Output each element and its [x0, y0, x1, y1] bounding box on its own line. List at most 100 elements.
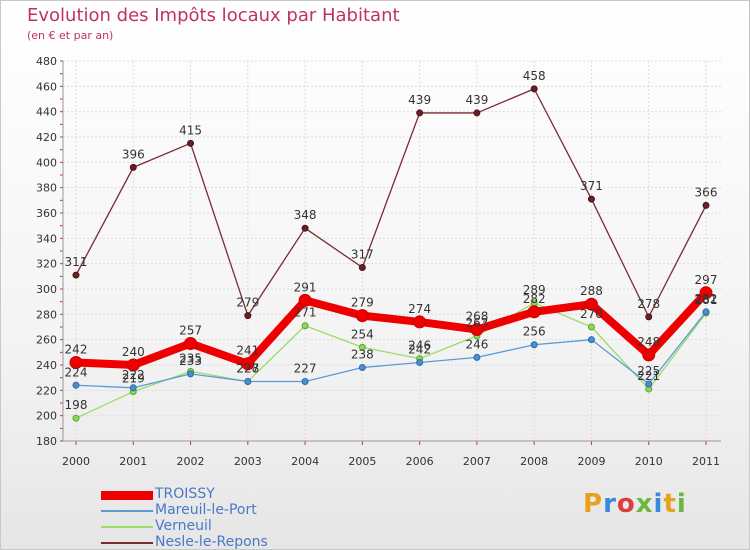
data-point-troissy [355, 309, 369, 323]
data-label-verneuil: 254 [351, 327, 374, 341]
y-tick-label: 380 [36, 182, 57, 195]
data-point-troissy [584, 297, 598, 311]
data-point-nesle-le-repons [358, 263, 366, 271]
x-tick-label: 2002 [177, 455, 205, 468]
series-line-nesle-le-repons [75, 88, 707, 318]
x-tick-label: 2003 [234, 455, 262, 468]
data-point-nesle-le-repons [416, 109, 424, 117]
data-point-nesle-le-repons [530, 85, 538, 93]
y-tick-label: 200 [36, 410, 57, 423]
data-label-troissy: 291 [294, 280, 317, 294]
data-point-mareuil-le-port [645, 380, 653, 388]
data-label-troissy: 297 [695, 273, 718, 287]
series-line-verneuil [75, 302, 707, 419]
x-tick-label: 2007 [463, 455, 491, 468]
logo-letter: x [635, 489, 654, 519]
data-label-troissy: 288 [580, 284, 603, 298]
series-line-mareuil-le-port [75, 311, 707, 389]
data-point-mareuil-le-port [587, 336, 595, 344]
data-point-mareuil-le-port [129, 384, 137, 392]
data-point-mareuil-le-port [301, 377, 309, 385]
legend-item-verneuil: Verneuil [101, 518, 361, 535]
data-label-nesle-le-repons: 439 [408, 93, 431, 107]
y-tick-label: 340 [36, 232, 57, 245]
legend-swatch [101, 490, 153, 500]
legend-swatch [101, 526, 153, 528]
legend-label: Mareuil-le-Port [155, 502, 257, 518]
chart-title: Evolution des Impôts locaux par Habitant [27, 5, 400, 26]
legend-item-mareuil-le-port: Mareuil-le-Port [101, 502, 361, 519]
data-label-troissy: 268 [465, 310, 488, 324]
y-tick-label: 300 [36, 283, 57, 296]
data-point-nesle-le-repons [473, 109, 481, 117]
y-tick-label: 180 [36, 435, 57, 448]
y-tick-label: 460 [36, 80, 57, 93]
data-label-nesle-le-repons: 366 [695, 185, 718, 199]
y-tick-label: 480 [36, 55, 57, 68]
data-point-troissy [699, 286, 713, 300]
y-tick-label: 280 [36, 308, 57, 321]
data-label-mareuil-le-port: 224 [65, 365, 88, 379]
data-point-troissy [126, 358, 140, 372]
data-label-nesle-le-repons: 279 [236, 296, 259, 310]
data-point-troissy [527, 305, 541, 319]
logo-letter: o [616, 489, 636, 519]
data-label-troissy: 242 [65, 342, 88, 356]
data-label-nesle-le-repons: 439 [465, 93, 488, 107]
data-label-verneuil: 263 [465, 316, 488, 330]
data-point-troissy [241, 357, 255, 371]
data-label-verneuil: 281 [695, 293, 718, 307]
x-tick-label: 2005 [348, 455, 376, 468]
data-point-troissy [69, 355, 83, 369]
y-tick-label: 420 [36, 131, 57, 144]
y-tick-label: 220 [36, 384, 57, 397]
data-point-nesle-le-repons [587, 195, 595, 203]
data-label-mareuil-le-port: 225 [637, 364, 660, 378]
proxiti-logo: Proxiti [583, 489, 687, 519]
data-label-troissy: 241 [236, 344, 259, 358]
data-label-troissy: 274 [408, 302, 431, 316]
data-point-nesle-le-repons [129, 163, 137, 171]
x-tick-label: 2011 [692, 455, 720, 468]
logo-letter: P [583, 489, 604, 519]
data-point-troissy [470, 323, 484, 337]
logo-letter: r [603, 489, 617, 519]
x-tick-label: 2001 [119, 455, 147, 468]
logo-letter: i [653, 489, 664, 519]
data-label-verneuil: 270 [580, 307, 603, 321]
data-label-verneuil: 221 [637, 369, 660, 383]
data-label-mareuil-le-port: 242 [408, 342, 431, 356]
data-point-verneuil [587, 323, 595, 331]
data-label-verneuil: 289 [523, 283, 546, 297]
data-label-troissy: 248 [637, 335, 660, 349]
legend-label: Nesle-le-Repons [155, 534, 268, 550]
data-label-verneuil: 198 [65, 398, 88, 412]
y-tick-label: 260 [36, 334, 57, 347]
data-point-troissy [642, 348, 656, 362]
data-point-mareuil-le-port [416, 358, 424, 366]
data-point-verneuil [358, 343, 366, 351]
x-tick-label: 2009 [577, 455, 605, 468]
legend-item-nesle-le-repons: Nesle-le-Repons [101, 534, 361, 550]
data-point-mareuil-le-port [358, 364, 366, 372]
data-point-mareuil-le-port [187, 370, 195, 378]
legend-label: TROISSY [155, 486, 215, 502]
data-point-mareuil-le-port [72, 381, 80, 389]
data-label-troissy: 282 [523, 292, 546, 306]
data-point-nesle-le-repons [301, 224, 309, 232]
series-line-troissy [72, 288, 710, 369]
legend-swatch [101, 510, 153, 512]
data-point-mareuil-le-port [530, 341, 538, 349]
data-label-nesle-le-repons: 458 [523, 69, 546, 83]
data-label-mareuil-le-port: 233 [179, 354, 202, 368]
data-point-nesle-le-repons [187, 139, 195, 147]
data-label-nesle-le-repons: 317 [351, 247, 374, 261]
data-label-nesle-le-repons: 348 [294, 208, 317, 222]
x-tick-label: 2008 [520, 455, 548, 468]
data-point-troissy [298, 293, 312, 307]
y-tick-label: 360 [36, 207, 57, 220]
data-point-mareuil-le-port [702, 308, 710, 316]
data-label-verneuil: 227 [236, 361, 259, 375]
data-label-nesle-le-repons: 278 [637, 297, 660, 311]
data-label-mareuil-le-port: 227 [294, 361, 317, 375]
